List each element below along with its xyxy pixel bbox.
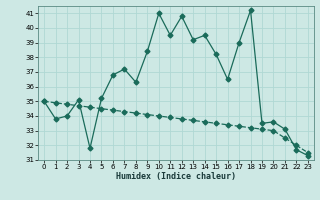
X-axis label: Humidex (Indice chaleur): Humidex (Indice chaleur): [116, 172, 236, 181]
